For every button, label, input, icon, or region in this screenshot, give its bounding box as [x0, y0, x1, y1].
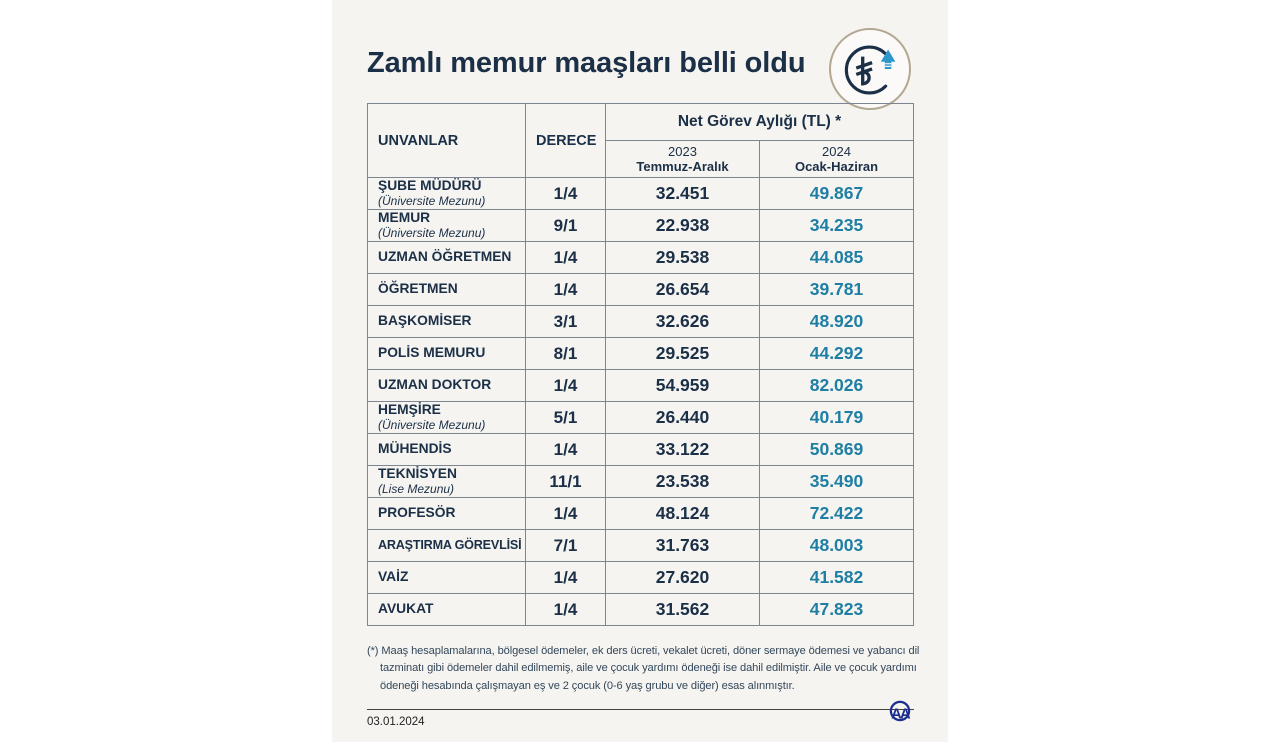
svg-text:AA: AA: [891, 706, 911, 722]
